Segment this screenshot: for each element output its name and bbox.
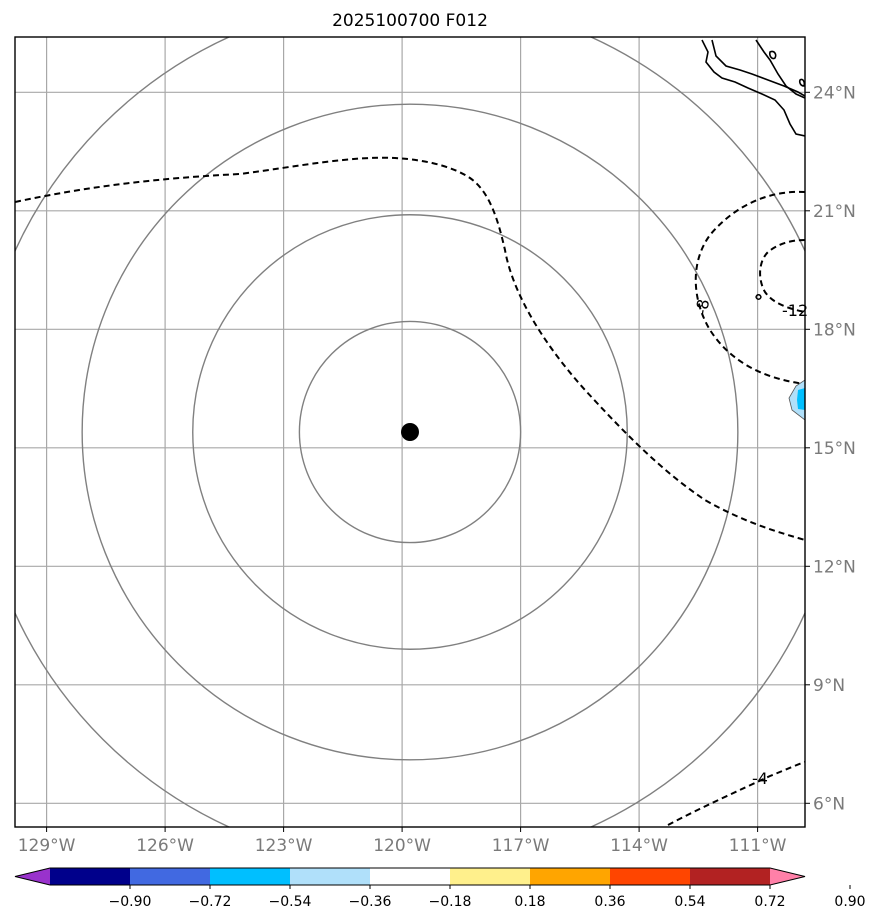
colorbar-swatch-3 [290, 868, 371, 885]
colorbar: −0.90 −0.72 −0.54 −0.36 −0.18 0.18 0.36 0.54 0.7… [14, 867, 866, 910]
contour-label-minus12: -12 [782, 301, 808, 320]
colorbar-tick-label-1: −0.72 [189, 894, 232, 910]
colorbar-swatch-4 [370, 868, 451, 885]
coastline-island-2 [798, 78, 805, 87]
map-frame [14, 36, 806, 828]
contour-label-minus8: -8 [692, 298, 713, 317]
x-tick-label-3: 120°W [373, 836, 431, 856]
contour-line-minus8 [694, 190, 805, 385]
colorbar-tick-label-9: 0.90 [834, 894, 865, 910]
colorbar-tick-label-4: −0.18 [429, 894, 472, 910]
shade-patch-cyan [797, 388, 805, 410]
x-axis-ticks: 129°W 126°W 123°W 120°W 117°W 114°W 111°W [18, 827, 787, 856]
colorbar-swatch-0 [50, 868, 131, 885]
colorbar-tick-label-2: −0.54 [269, 894, 312, 910]
map-area: -8 -12 -4 [14, 36, 808, 828]
shaded-field [788, 379, 805, 421]
colorbar-tick-label-8: 0.72 [754, 894, 785, 910]
contour-line-main [15, 156, 805, 541]
contours [15, 156, 805, 826]
colorbar-swatch-2 [210, 868, 291, 885]
chart-title: 2025100700 F012 [332, 11, 488, 31]
range-ring-1 [192, 214, 628, 650]
storm-center-marker [401, 423, 419, 441]
range-ring-0 [298, 320, 522, 544]
coastline-mainland [755, 39, 805, 99]
x-tick-label-0: 129°W [18, 836, 76, 856]
x-tick-label-1: 126°W [136, 836, 194, 856]
colorbar-tick-label-6: 0.36 [594, 894, 625, 910]
y-tick-label-4: 12°N [813, 557, 856, 577]
y-axis-ticks: 24°N 21°N 18°N 15°N 12°N 9°N 6°N [805, 83, 856, 814]
colorbar-extend-high [770, 868, 805, 885]
colorbar-tick-label-7: 0.54 [674, 894, 705, 910]
range-ring-2 [81, 103, 739, 761]
contour-small-loop [755, 294, 762, 300]
y-tick-label-3: 15°N [813, 439, 856, 459]
colorbar-tick-label-0: −0.90 [109, 894, 152, 910]
colorbar-extend-low [15, 868, 50, 885]
coastline-island [769, 50, 777, 60]
y-tick-label-0: 24°N [813, 83, 856, 103]
contour-line-minus12 [759, 239, 805, 313]
colorbar-swatch-8 [690, 868, 771, 885]
coastline-baja [701, 39, 805, 137]
colorbar-outline [14, 867, 806, 886]
coastline-gulf [711, 39, 805, 97]
x-tick-label-2: 123°W [255, 836, 313, 856]
coastlines [701, 39, 805, 137]
colorbar-swatch-7 [610, 868, 691, 885]
colorbar-tick-label-3: −0.36 [349, 894, 392, 910]
x-tick-label-6: 111°W [729, 836, 787, 856]
y-tick-label-6: 6°N [813, 794, 845, 814]
y-tick-label-5: 9°N [813, 676, 845, 696]
colorbar-swatch-6 [530, 868, 611, 885]
colorbar-swatch-5 [450, 868, 531, 885]
range-rings [15, 37, 805, 827]
y-tick-label-2: 18°N [813, 320, 856, 340]
colorbar-swatch-1 [130, 868, 211, 885]
contour-label-minus4: -4 [752, 769, 768, 788]
colorbar-tick-label-5: 0.18 [514, 894, 545, 910]
y-tick-label-1: 21°N [813, 202, 856, 222]
x-tick-label-4: 117°W [492, 836, 550, 856]
x-tick-label-5: 114°W [610, 836, 668, 856]
